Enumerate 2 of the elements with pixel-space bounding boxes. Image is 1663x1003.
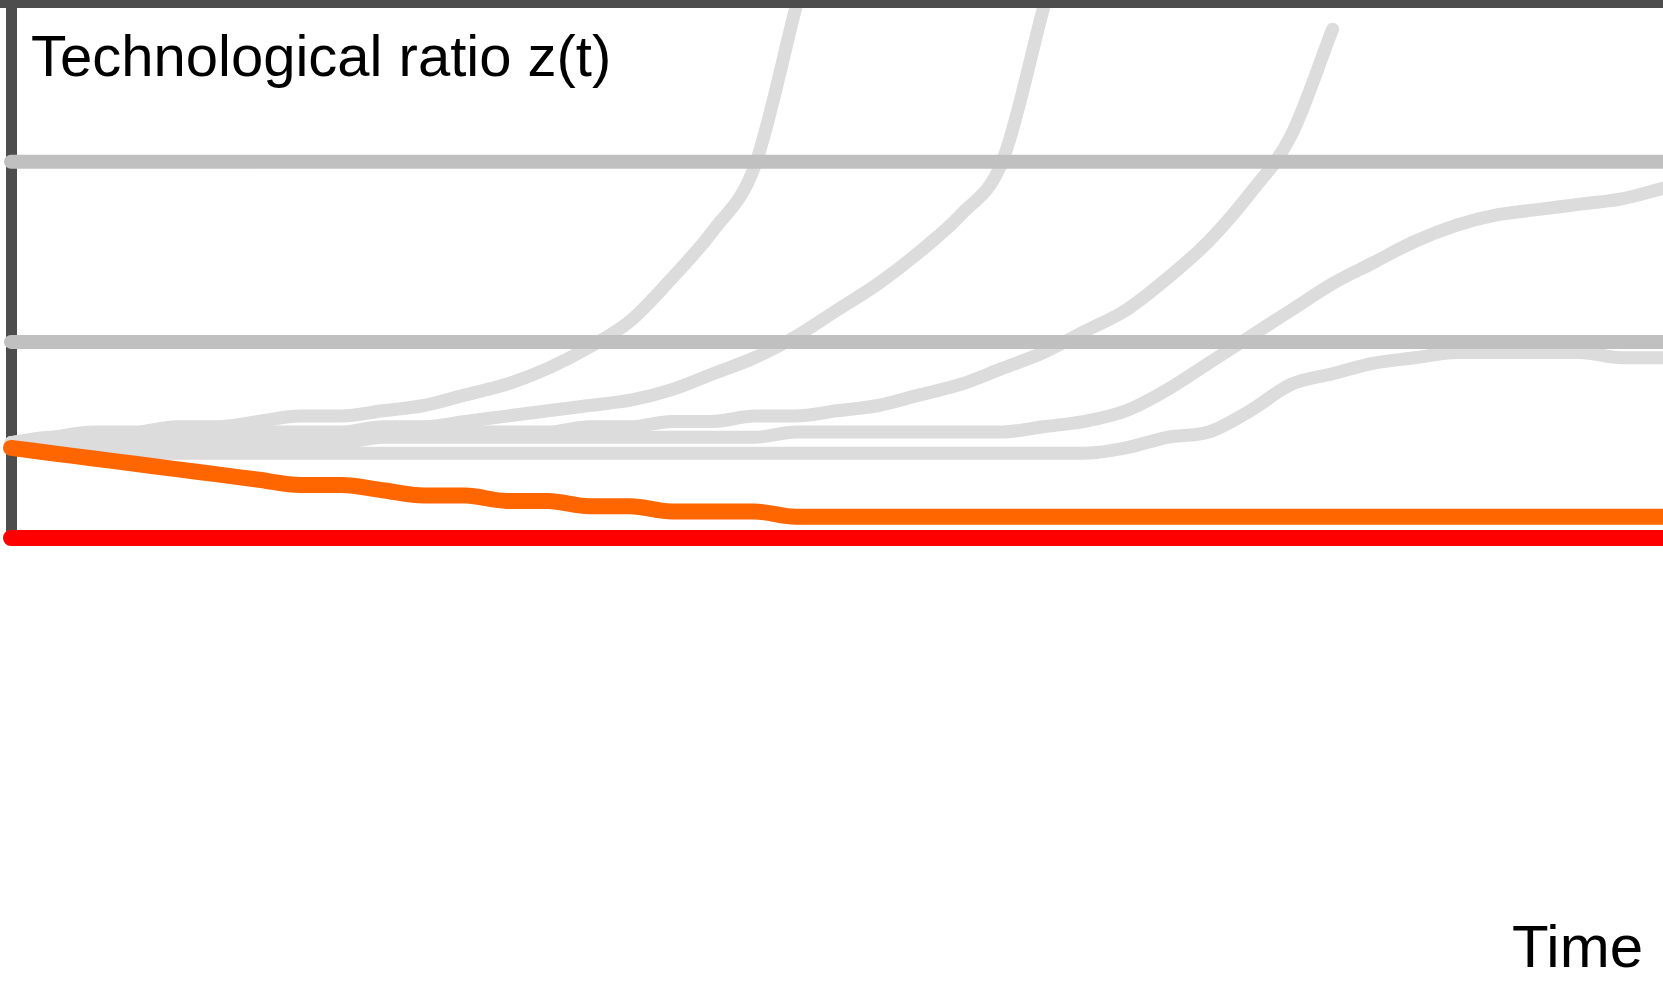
y-axis-title: Technological ratio z(t)	[31, 22, 612, 89]
text: Time	[1511, 912, 1643, 981]
